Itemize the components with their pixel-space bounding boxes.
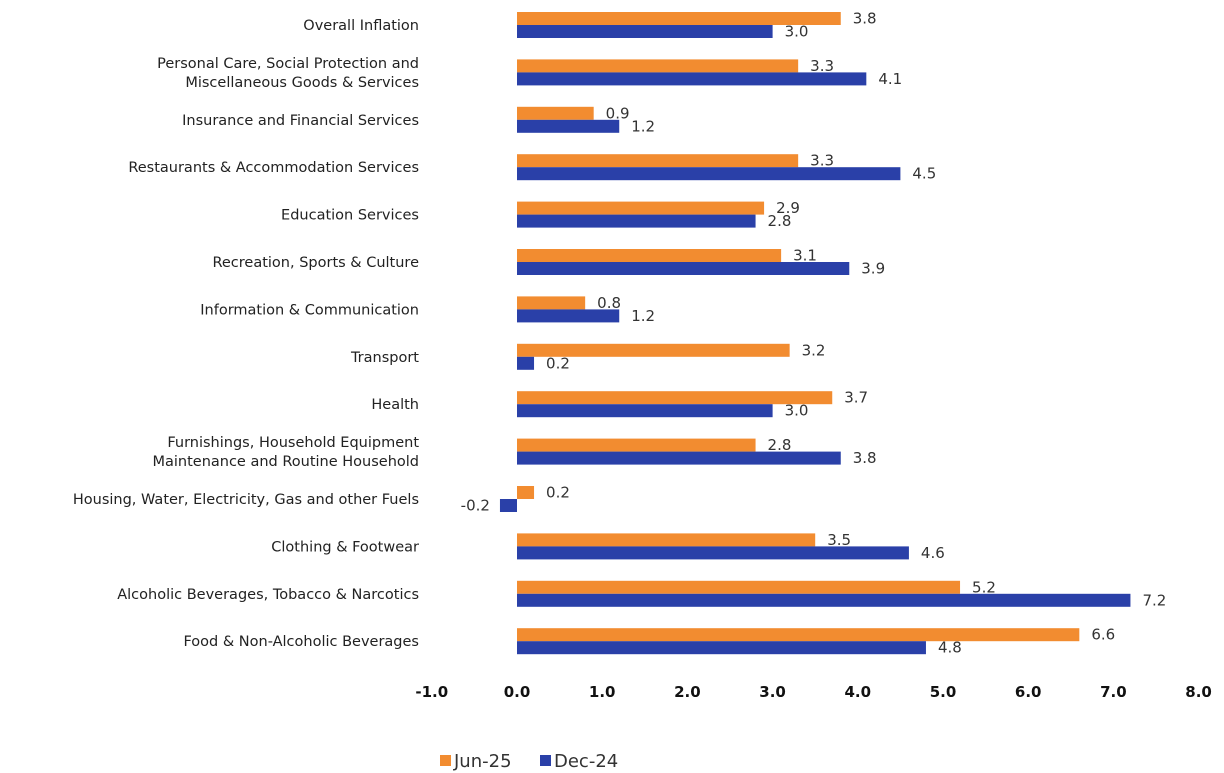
bar-jun-25 (517, 343, 790, 357)
tick-label: 7.0 (1100, 683, 1127, 701)
category-label: Maintenance and Routine Household (152, 454, 419, 470)
category-label: Transport (350, 350, 419, 366)
bar-dec-24 (517, 309, 620, 323)
bar-dec-24 (517, 641, 926, 655)
category-label: Information & Communication (200, 302, 419, 318)
data-label: 2.8 (768, 212, 792, 230)
legend-label: Dec-24 (554, 751, 618, 772)
legend-label: Jun-25 (453, 751, 512, 772)
data-label: 4.6 (921, 544, 945, 562)
bar-dec-24 (517, 404, 773, 418)
tick-label: 0.0 (504, 683, 531, 701)
data-label: 3.0 (785, 23, 809, 41)
category-label: Health (371, 397, 419, 413)
bar-dec-24 (517, 451, 841, 465)
bar-jun-25 (517, 486, 535, 499)
bar-jun-25 (517, 580, 961, 594)
tick-label: -1.0 (415, 683, 448, 701)
bar-dec-24 (517, 25, 773, 38)
bar-jun-25 (517, 12, 841, 25)
data-label: -0.2 (461, 497, 490, 515)
data-label: 7.2 (1142, 591, 1166, 609)
x-axis-tick-labels: -1.0 0.0 1.0 2.0 3.0 4.0 5.0 6.0 7.0 8.0 (415, 683, 1211, 701)
tick-label: 2.0 (674, 683, 701, 701)
legend: Jun-25 Dec-24 (440, 751, 618, 772)
category-label: Insurance and Financial Services (182, 113, 419, 129)
bar-dec-24 (517, 72, 867, 86)
tick-label: 6.0 (1015, 683, 1042, 701)
data-label: 3.3 (810, 57, 834, 75)
data-label: 5.2 (972, 578, 996, 596)
bar-jun-25 (517, 106, 594, 120)
data-label: 6.6 (1091, 626, 1115, 644)
data-label: 4.8 (938, 639, 962, 657)
bar-jun-25 (517, 391, 833, 405)
bar-jun-25 (517, 533, 816, 547)
bar-dec-24 (517, 356, 535, 370)
tick-label: 4.0 (845, 683, 872, 701)
bar-jun-25 (517, 249, 782, 262)
bar-dec-24 (517, 262, 850, 275)
bar-jun-25 (517, 628, 1080, 642)
category-label: Furnishings, Household Equipment (167, 435, 419, 451)
value-labels: 3.83.03.34.10.91.23.34.52.92.83.13.90.81… (461, 10, 1167, 657)
data-label: 0.2 (546, 354, 570, 372)
tick-label: 5.0 (930, 683, 957, 701)
data-label: 3.2 (802, 341, 826, 359)
category-label: Housing, Water, Electricity, Gas and oth… (73, 492, 419, 508)
data-label: 1.2 (631, 307, 655, 325)
category-label: Personal Care, Social Protection and (157, 56, 419, 72)
data-label: 0.2 (546, 484, 570, 502)
bar-jun-25 (517, 154, 799, 168)
category-label: Restaurants & Accommodation Services (128, 160, 419, 176)
category-label: Recreation, Sports & Culture (212, 255, 419, 271)
category-label: Overall Inflation (303, 18, 419, 34)
category-labels: Overall Inflation Personal Care, Social P… (73, 18, 419, 650)
data-label: 3.5 (827, 531, 851, 549)
bar-dec-24 (517, 546, 909, 560)
data-label: 2.8 (768, 436, 792, 454)
tick-label: 1.0 (589, 683, 616, 701)
bar-jun-25 (517, 296, 586, 310)
data-label: 3.0 (785, 402, 809, 420)
category-label: Alcoholic Beverages, Tobacco & Narcotics (117, 587, 419, 603)
tick-label: 8.0 (1185, 683, 1212, 701)
bar-jun-25 (517, 438, 756, 452)
data-label: 3.1 (793, 247, 817, 265)
bar-dec-24 (499, 499, 517, 512)
bar-dec-24 (517, 167, 901, 181)
data-label: 1.2 (631, 117, 655, 135)
category-label: Clothing & Footwear (271, 539, 419, 555)
data-label: 3.9 (861, 260, 885, 278)
bar-jun-25 (517, 59, 799, 73)
category-label: Miscellaneous Goods & Services (185, 75, 419, 91)
bar-dec-24 (517, 119, 620, 133)
bar-dec-24 (517, 593, 1131, 607)
category-label: Education Services (281, 208, 419, 224)
bar-dec-24 (517, 214, 756, 228)
data-label: 3.8 (853, 449, 877, 467)
data-label: 3.7 (844, 389, 868, 407)
tick-label: 3.0 (759, 683, 786, 701)
data-label: 2.9 (776, 199, 800, 217)
bars-group (499, 12, 1131, 655)
category-label: Food & Non-Alcoholic Beverages (183, 634, 419, 650)
data-label: 3.8 (853, 10, 877, 28)
data-label: 3.3 (810, 152, 834, 170)
data-label: 0.9 (606, 104, 630, 122)
legend-swatch-jun-25 (440, 755, 451, 766)
bar-jun-25 (517, 201, 765, 215)
data-label: 4.1 (878, 70, 902, 88)
legend-swatch-dec-24 (540, 755, 551, 766)
data-label: 4.5 (912, 165, 936, 183)
data-label: 0.8 (597, 294, 621, 312)
